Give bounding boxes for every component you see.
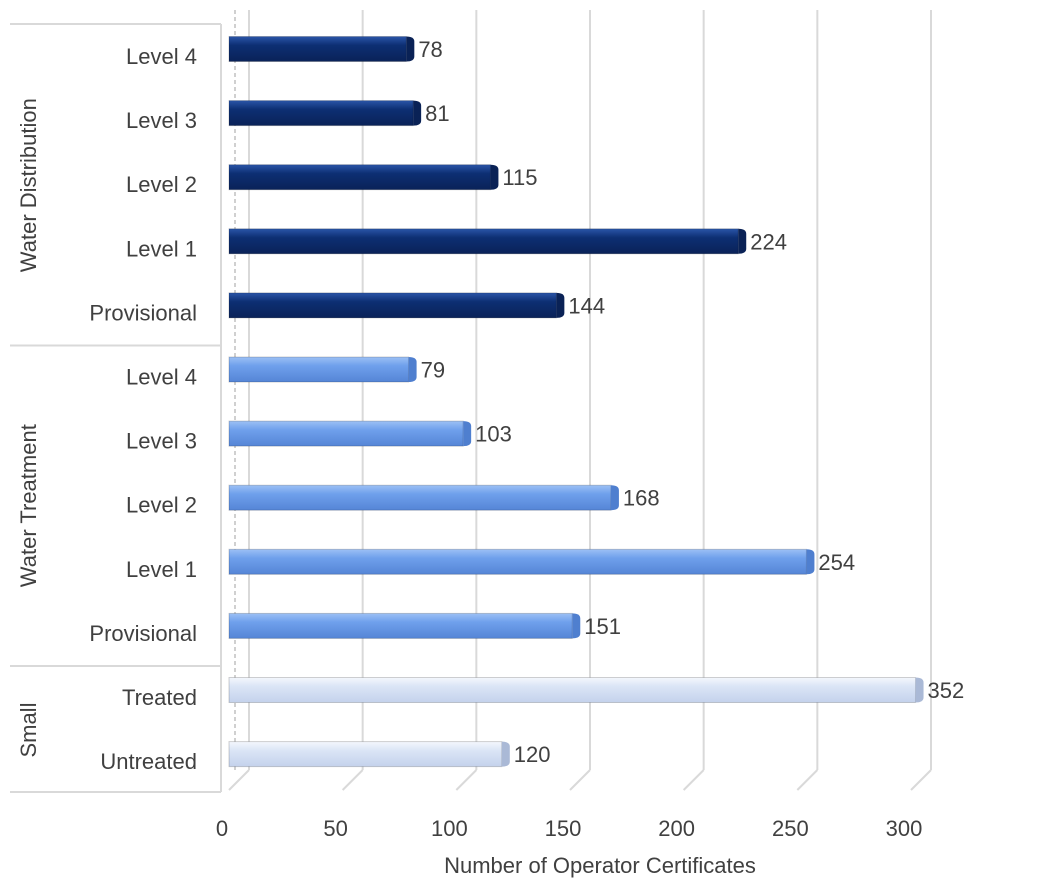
data-label: 115 (502, 165, 537, 190)
bar (228, 741, 503, 768)
bar (228, 36, 407, 62)
bar-end-cap (406, 36, 415, 62)
data-label: 254 (818, 550, 855, 575)
data-label: 103 (475, 422, 512, 447)
category-label: Level 4 (126, 44, 197, 69)
bar-end-cap (738, 228, 747, 254)
category-label: Level 3 (126, 429, 197, 454)
data-label: 120 (514, 742, 551, 767)
bar-end-cap (490, 164, 499, 190)
bar (228, 292, 557, 319)
bar-end-cap (572, 613, 581, 639)
data-label: 78 (418, 37, 442, 62)
category-label: Level 2 (126, 172, 197, 197)
gridline-floor (228, 769, 250, 791)
category-label: Level 4 (126, 365, 197, 390)
x-tick-label: 100 (431, 816, 468, 841)
gridline-floor (455, 769, 478, 791)
bar (228, 164, 491, 191)
bar-end-cap (501, 741, 510, 767)
x-axis-title: Number of Operator Certificates (444, 853, 756, 878)
group-label: Small (16, 703, 41, 758)
category-label: Provisional (89, 621, 197, 646)
bar (228, 356, 410, 383)
x-tick-label: 250 (772, 816, 809, 841)
gridline-floor (910, 769, 932, 791)
bar (228, 420, 464, 447)
bar-end-cap (915, 677, 924, 703)
bar (228, 548, 807, 575)
gridlines (10, 10, 932, 793)
x-tick-label: 50 (323, 816, 347, 841)
x-tick-label: 150 (545, 816, 582, 841)
bar (228, 677, 917, 703)
gridline-floor (682, 769, 705, 791)
bar (228, 484, 612, 511)
category-label: Level 3 (126, 108, 197, 133)
bar-end-cap (463, 421, 472, 447)
bar-end-cap (806, 549, 815, 575)
category-label: Treated (122, 685, 197, 710)
bar (228, 612, 573, 639)
data-label: 168 (623, 486, 660, 511)
x-tick-label: 300 (886, 816, 923, 841)
bar-end-cap (556, 292, 565, 318)
gridline-floor (569, 769, 591, 791)
labels: 0 50 100 150 200 250 300 78 Level 4 81 Level 3 115 L… (16, 37, 964, 841)
x-tick-label: 200 (658, 816, 695, 841)
x-tick-label: 0 (216, 816, 228, 841)
category-label: Level 2 (126, 493, 197, 518)
group-label: Water Distribution (16, 98, 41, 272)
group-label: Water Treatment (16, 424, 41, 587)
bars (228, 36, 924, 768)
bar-end-cap (610, 485, 619, 511)
data-label: 81 (425, 101, 449, 126)
data-label: 79 (421, 358, 445, 383)
bar (228, 100, 414, 127)
data-label: 224 (750, 229, 787, 254)
data-label: 144 (568, 293, 605, 318)
data-label: 151 (584, 614, 621, 639)
data-label: 352 (928, 678, 965, 703)
bar (228, 228, 739, 255)
gridline-floor (796, 769, 819, 791)
bar-end-cap (408, 357, 417, 382)
bar-end-cap (413, 100, 422, 126)
category-label: Untreated (100, 749, 197, 774)
category-label: Level 1 (126, 236, 197, 261)
category-label: Provisional (89, 300, 197, 325)
gridline-floor (341, 769, 364, 791)
category-label: Level 1 (126, 557, 197, 582)
